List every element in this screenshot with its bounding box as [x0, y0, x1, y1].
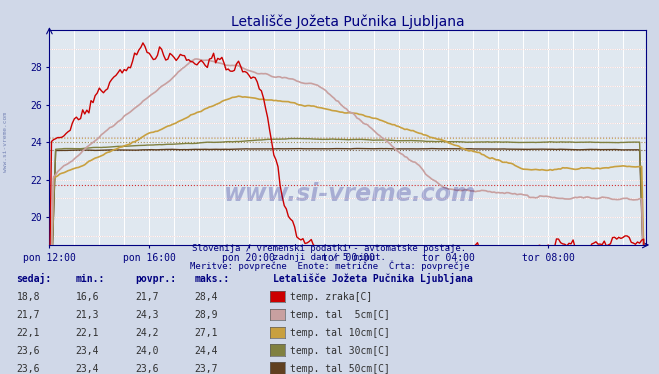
- Text: 24,3: 24,3: [135, 310, 159, 320]
- Text: 24,2: 24,2: [135, 328, 159, 338]
- Text: 23,6: 23,6: [135, 364, 159, 374]
- Text: Slovenija / vremenski podatki - avtomatske postaje.: Slovenija / vremenski podatki - avtomats…: [192, 243, 467, 252]
- Text: temp. tal 50cm[C]: temp. tal 50cm[C]: [290, 364, 390, 374]
- Text: 27,1: 27,1: [194, 328, 218, 338]
- Title: Letališče Jožeta Pučnika Ljubljana: Letališče Jožeta Pučnika Ljubljana: [231, 14, 465, 29]
- Text: povpr.:: povpr.:: [135, 275, 176, 284]
- Text: 16,6: 16,6: [76, 292, 100, 302]
- Text: 23,7: 23,7: [194, 364, 218, 374]
- Text: 28,4: 28,4: [194, 292, 218, 302]
- Text: Letališče Jožeta Pučnika Ljubljana: Letališče Jožeta Pučnika Ljubljana: [273, 273, 473, 284]
- Text: www.si-vreme.com: www.si-vreme.com: [3, 112, 8, 172]
- Text: temp. tal 30cm[C]: temp. tal 30cm[C]: [290, 346, 390, 356]
- Text: 23,4: 23,4: [76, 364, 100, 374]
- Text: 21,3: 21,3: [76, 310, 100, 320]
- Text: 18,8: 18,8: [16, 292, 40, 302]
- Text: maks.:: maks.:: [194, 275, 229, 284]
- Text: 22,1: 22,1: [16, 328, 40, 338]
- Text: 22,1: 22,1: [76, 328, 100, 338]
- Text: temp. zraka[C]: temp. zraka[C]: [290, 292, 372, 302]
- Text: 23,4: 23,4: [76, 346, 100, 356]
- Text: sedaj:: sedaj:: [16, 273, 51, 284]
- Text: Meritve: povprečne  Enote: metrične  Črta: povprečje: Meritve: povprečne Enote: metrične Črta:…: [190, 261, 469, 271]
- Text: 28,9: 28,9: [194, 310, 218, 320]
- Text: temp. tal 10cm[C]: temp. tal 10cm[C]: [290, 328, 390, 338]
- Text: temp. tal  5cm[C]: temp. tal 5cm[C]: [290, 310, 390, 320]
- Text: 21,7: 21,7: [16, 310, 40, 320]
- Text: min.:: min.:: [76, 275, 105, 284]
- Text: www.si-vreme.com: www.si-vreme.com: [225, 183, 477, 206]
- Text: 23,6: 23,6: [16, 364, 40, 374]
- Text: 23,6: 23,6: [16, 346, 40, 356]
- Text: zadnji dan / 5 minut.: zadnji dan / 5 minut.: [273, 253, 386, 262]
- Text: 21,7: 21,7: [135, 292, 159, 302]
- Text: 24,0: 24,0: [135, 346, 159, 356]
- Text: 24,4: 24,4: [194, 346, 218, 356]
